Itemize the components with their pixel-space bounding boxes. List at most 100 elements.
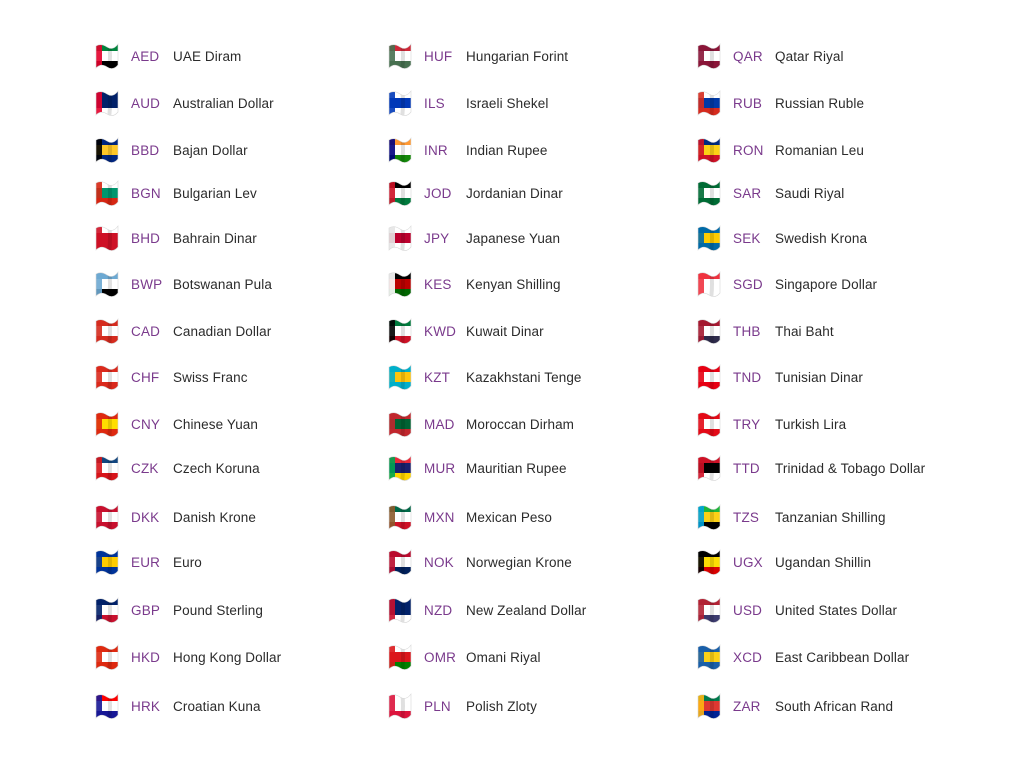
- japan-flag-icon: [388, 223, 412, 253]
- currency-name: Czech Koruna: [173, 460, 260, 476]
- currency-item-sek[interactable]: SEK Swedish Krona: [697, 222, 867, 254]
- singapore-flag-icon: [697, 269, 721, 299]
- currency-name: Swedish Krona: [775, 230, 868, 246]
- currency-item-bbd[interactable]: BBD Bajan Dollar: [95, 134, 248, 166]
- currency-name: Singapore Dollar: [775, 276, 878, 292]
- uganda-flag-icon: [697, 547, 721, 577]
- currency-code: UGX: [733, 554, 763, 570]
- currency-code: BBD: [131, 142, 160, 158]
- currency-item-qar[interactable]: QAR Qatar Riyal: [697, 40, 844, 72]
- currency-item-inr[interactable]: INR Indian Rupee: [388, 134, 548, 166]
- currency-item-thb[interactable]: THB Thai Baht: [697, 315, 834, 347]
- currency-item-jpy[interactable]: JPY Japanese Yuan: [388, 222, 560, 254]
- currency-item-mad[interactable]: MAD Moroccan Dirham: [388, 408, 574, 440]
- currency-name: Bahrain Dinar: [173, 230, 257, 246]
- currency-name: Mauritian Rupee: [466, 460, 567, 476]
- currency-code: HKD: [131, 649, 161, 665]
- trinidad-tobago-flag-icon: [697, 453, 721, 483]
- currency-name: Canadian Dollar: [173, 323, 272, 339]
- currency-name: New Zealand Dollar: [466, 602, 587, 618]
- qatar-flag-icon: [697, 41, 721, 71]
- currency-item-sar[interactable]: SAR Saudi Riyal: [697, 177, 844, 209]
- currency-item-dkk[interactable]: DKK Danish Krone: [95, 501, 256, 533]
- uk-flag-icon: [95, 595, 119, 625]
- denmark-flag-icon: [95, 502, 119, 532]
- currency-name: United States Dollar: [775, 602, 898, 618]
- currency-code: NOK: [424, 554, 454, 570]
- currency-item-ron[interactable]: RON Romanian Leu: [697, 134, 864, 166]
- israel-flag-icon: [388, 88, 412, 118]
- currency-item-nok[interactable]: NOK Norwegian Krone: [388, 546, 572, 578]
- currency-item-cny[interactable]: CNY Chinese Yuan: [95, 408, 258, 440]
- currency-item-try[interactable]: TRY Turkish Lira: [697, 408, 846, 440]
- currency-item-hrk[interactable]: HRK Croatian Kuna: [95, 690, 261, 722]
- sweden-flag-icon: [697, 223, 721, 253]
- currency-name: Norwegian Krone: [466, 554, 572, 570]
- currency-name: Bajan Dollar: [173, 142, 248, 158]
- currency-item-kes[interactable]: KES Kenyan Shilling: [388, 268, 561, 300]
- uae-flag-icon: [95, 41, 119, 71]
- currency-item-ttd[interactable]: TTD Trinidad & Tobago Dollar: [697, 452, 925, 484]
- currency-item-bwp[interactable]: BWP Botswanan Pula: [95, 268, 272, 300]
- currency-item-sgd[interactable]: SGD Singapore Dollar: [697, 268, 877, 300]
- new-zealand-flag-icon: [388, 595, 412, 625]
- currency-item-ils[interactable]: ILS Israeli Shekel: [388, 87, 548, 119]
- currency-code: RON: [733, 142, 764, 158]
- currency-item-aud[interactable]: AUD Australian Dollar: [95, 87, 274, 119]
- currency-item-mxn[interactable]: MXN Mexican Peso: [388, 501, 552, 533]
- currency-code: INR: [424, 142, 448, 158]
- currency-item-eur[interactable]: EUR Euro: [95, 546, 202, 578]
- currency-name: Kenyan Shilling: [466, 276, 561, 292]
- currency-name: Trinidad & Tobago Dollar: [775, 460, 926, 476]
- currency-item-jod[interactable]: JOD Jordanian Dinar: [388, 177, 563, 209]
- currency-item-usd[interactable]: USD United States Dollar: [697, 594, 897, 626]
- currency-code: THB: [733, 323, 761, 339]
- currency-code: ZAR: [733, 698, 761, 714]
- currency-item-chf[interactable]: CHF Swiss Franc: [95, 361, 248, 393]
- croatia-flag-icon: [95, 691, 119, 721]
- currency-name: Romanian Leu: [775, 142, 865, 158]
- currency-item-xcd[interactable]: XCD East Caribbean Dollar: [697, 641, 909, 673]
- currency-item-czk[interactable]: CZK Czech Koruna: [95, 452, 260, 484]
- currency-item-huf[interactable]: HUF Hungarian Forint: [388, 40, 568, 72]
- currency-code: NZD: [424, 602, 453, 618]
- india-flag-icon: [388, 135, 412, 165]
- currency-item-pln[interactable]: PLN Polish Zloty: [388, 690, 537, 722]
- currency-name: Tunisian Dinar: [775, 369, 863, 385]
- currency-item-rub[interactable]: RUB Russian Ruble: [697, 87, 864, 119]
- russia-flag-icon: [697, 88, 721, 118]
- currency-item-tnd[interactable]: TND Tunisian Dinar: [697, 361, 863, 393]
- currency-item-omr[interactable]: OMR Omani Riyal: [388, 641, 541, 673]
- currency-item-bhd[interactable]: BHD Bahrain Dinar: [95, 222, 257, 254]
- switzerland-flag-icon: [95, 362, 119, 392]
- barbados-flag-icon: [95, 135, 119, 165]
- currency-item-cad[interactable]: CAD Canadian Dollar: [95, 315, 271, 347]
- currency-code: AED: [131, 48, 160, 64]
- currency-item-tzs[interactable]: TZS Tanzanian Shilling: [697, 501, 886, 533]
- currency-name: Kuwait Dinar: [466, 323, 544, 339]
- currency-item-kwd[interactable]: KWD Kuwait Dinar: [388, 315, 544, 347]
- east-caribbean-flag-icon: [697, 642, 721, 672]
- currency-item-mur[interactable]: MUR Mauritian Rupee: [388, 452, 567, 484]
- south-africa-flag-icon: [697, 691, 721, 721]
- currency-item-gbp[interactable]: GBP Pound Sterling: [95, 594, 263, 626]
- currency-code: TND: [733, 369, 762, 385]
- currency-item-aed[interactable]: AED UAE Diram: [95, 40, 241, 72]
- currency-name: Botswanan Pula: [173, 276, 272, 292]
- currency-name: South African Rand: [775, 698, 894, 714]
- currency-code: EUR: [131, 554, 161, 570]
- canada-flag-icon: [95, 316, 119, 346]
- currency-item-hkd[interactable]: HKD Hong Kong Dollar: [95, 641, 281, 673]
- currency-code: CZK: [131, 460, 159, 476]
- currency-item-ugx[interactable]: UGX Ugandan Shillin: [697, 546, 871, 578]
- currency-item-kzt[interactable]: KZT Kazakhstani Tenge: [388, 361, 582, 393]
- currency-name: Hong Kong Dollar: [173, 649, 282, 665]
- currency-item-zar[interactable]: ZAR South African Rand: [697, 690, 893, 722]
- hungary-flag-icon: [388, 41, 412, 71]
- currency-item-bgn[interactable]: BGN Bulgarian Lev: [95, 177, 257, 209]
- oman-flag-icon: [388, 642, 412, 672]
- currency-name: Israeli Shekel: [466, 95, 549, 111]
- currency-item-nzd[interactable]: NZD New Zealand Dollar: [388, 594, 586, 626]
- currency-code: AUD: [131, 95, 161, 111]
- thailand-flag-icon: [697, 316, 721, 346]
